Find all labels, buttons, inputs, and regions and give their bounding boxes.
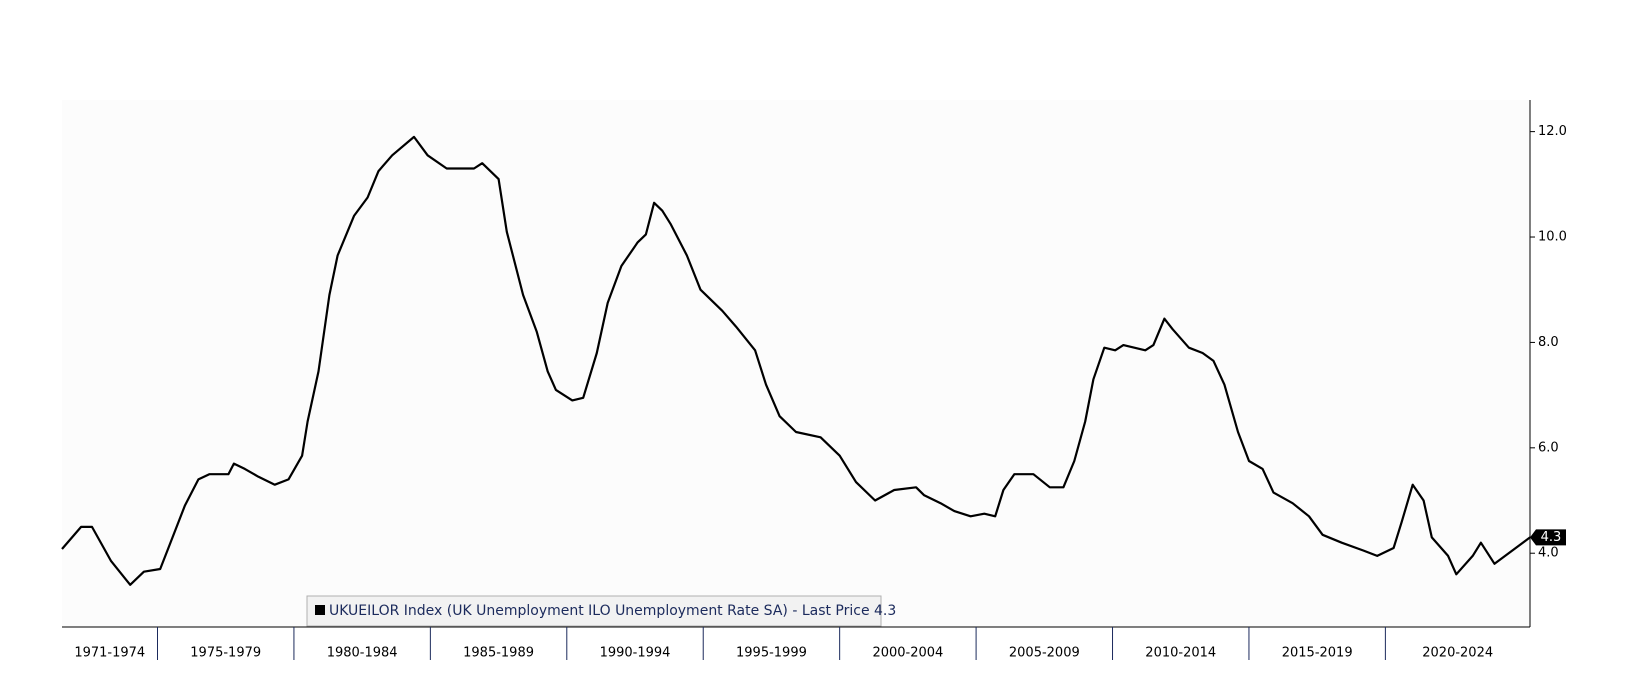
y-tick-label: 8.0 [1538, 335, 1559, 350]
x-period-label: 2005-2009 [1009, 646, 1080, 661]
x-period-label: 2020-2024 [1422, 646, 1493, 661]
x-period-label: 2015-2019 [1282, 646, 1353, 661]
x-period-label: 1980-1984 [327, 646, 398, 661]
x-period-label: 1985-1989 [463, 646, 534, 661]
y-tick-label: 12.0 [1538, 124, 1567, 139]
plot-area [62, 100, 1530, 627]
data-line [61, 135, 1531, 586]
x-period-label: 2010-2014 [1145, 646, 1216, 661]
x-period-label: 1975-1979 [190, 646, 261, 661]
y-tick-label: 10.0 [1538, 230, 1567, 245]
x-period-label: 2000-2004 [872, 646, 943, 661]
x-period-label: 1995-1999 [736, 646, 807, 661]
x-period-label: 1971-1974 [74, 646, 145, 661]
legend-box [306, 595, 882, 627]
last-price-label: 4.3 [1541, 530, 1562, 545]
x-period-label: 1990-1994 [600, 646, 671, 661]
y-tick-label: 4.0 [1538, 546, 1559, 561]
legend-label: UKUEILOR Index (UK Unemployment ILO Unem… [329, 603, 896, 619]
legend-swatch [315, 605, 325, 615]
y-tick-label: 6.0 [1538, 440, 1559, 455]
last-price-box [1530, 529, 1566, 546]
